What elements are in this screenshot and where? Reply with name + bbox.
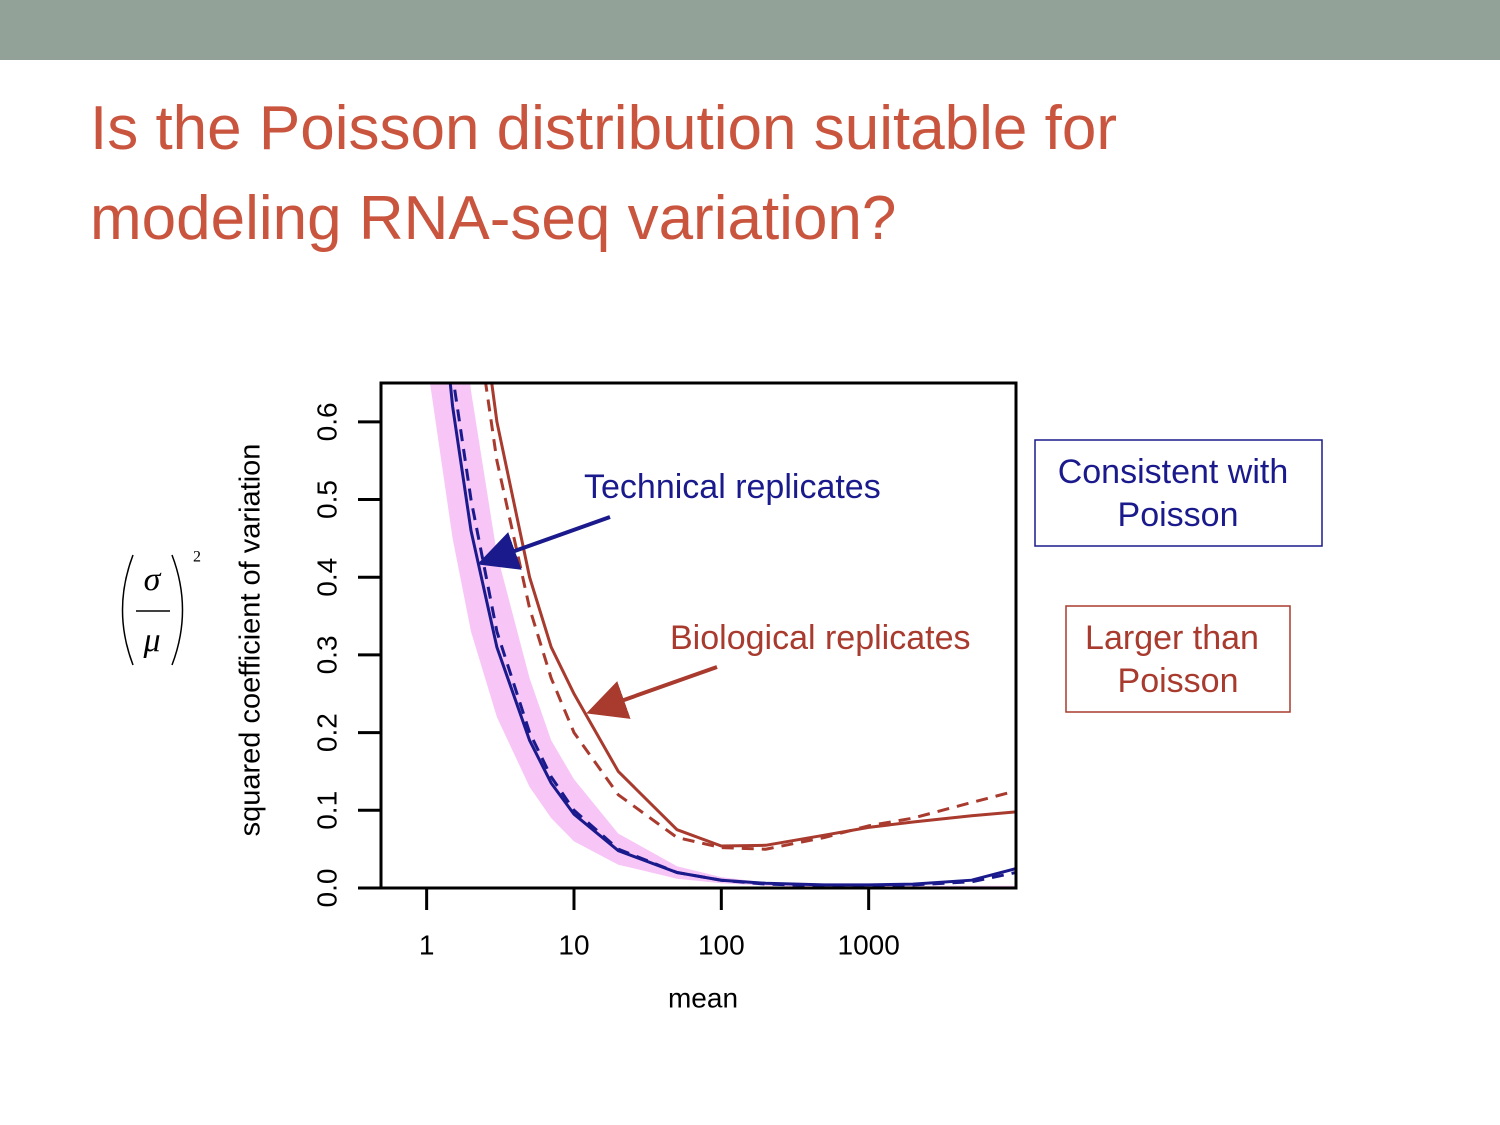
formula: σ μ 2	[121, 549, 201, 666]
x-tick-label: 1000	[838, 929, 900, 960]
paren	[171, 554, 184, 666]
y-tick-label: 0.0	[311, 869, 342, 908]
y-tick-label: 0.1	[311, 791, 342, 830]
y-tick-label: 0.2	[311, 713, 342, 752]
plot-area	[429, 383, 1016, 888]
x-axis-label: mean	[668, 982, 738, 1013]
annotation-arrow	[477, 515, 611, 570]
formula-denominator: μ	[142, 622, 160, 659]
note-text: Larger than	[1085, 619, 1259, 657]
y-axis-label: squared coefficient of variation	[235, 444, 267, 837]
y-tick-label: 0.5	[311, 480, 342, 519]
formula-numerator: σ	[144, 561, 162, 598]
top-bar	[0, 0, 1500, 60]
series-line	[448, 383, 1016, 887]
x-tick-label: 10	[558, 929, 589, 960]
paren	[121, 554, 134, 666]
annotation: Biological replicates	[670, 619, 971, 657]
note-text: Poisson	[1118, 662, 1239, 700]
series-line	[490, 383, 1016, 848]
x-tick-label: 1	[419, 929, 435, 960]
note-text: Consistent with	[1058, 453, 1289, 491]
y-tick-label: 0.3	[311, 635, 342, 674]
formula-exponent: 2	[193, 549, 201, 566]
confidence-band	[429, 383, 1016, 888]
note-text: Poisson	[1118, 496, 1239, 534]
note-box	[1065, 605, 1291, 713]
slide-title: Is the Poisson distribution suitable for…	[90, 94, 1117, 253]
annotation-arrow	[586, 665, 718, 719]
y-tick-label: 0.6	[311, 402, 342, 441]
y-tick-label: 0.4	[311, 558, 342, 597]
annotation: Technical replicates	[584, 468, 881, 506]
x-tick-label: 100	[698, 929, 745, 960]
note-box	[1034, 439, 1323, 547]
